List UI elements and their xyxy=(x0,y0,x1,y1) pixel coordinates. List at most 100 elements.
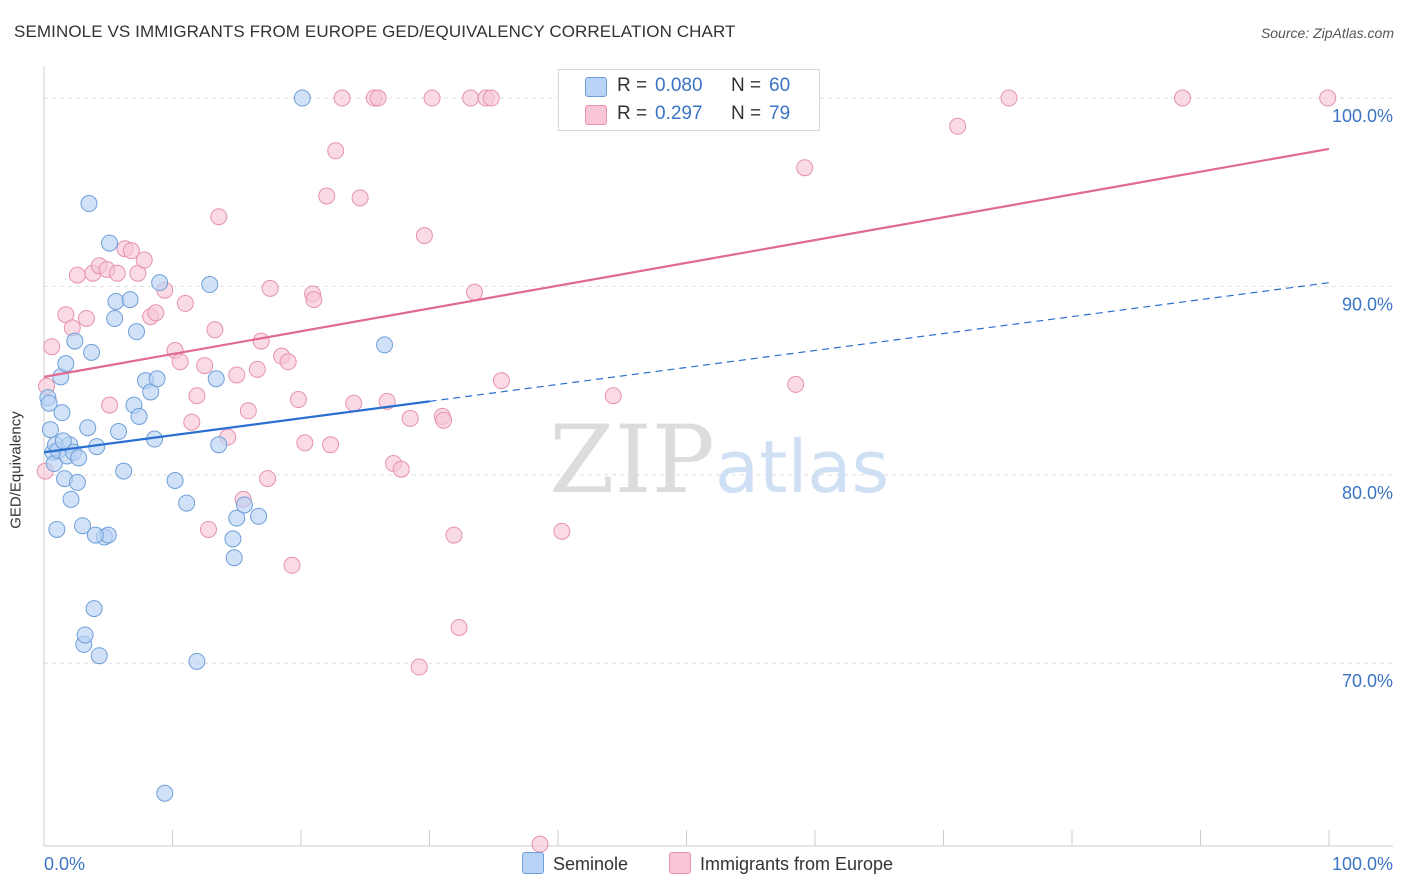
seminole-point xyxy=(48,520,66,538)
europe-point xyxy=(279,353,297,371)
europe-point xyxy=(796,159,814,177)
europe-point xyxy=(1174,89,1192,107)
seminole-point xyxy=(148,370,166,388)
europe-point xyxy=(183,413,201,431)
seminole-point xyxy=(86,526,104,544)
seminole-point xyxy=(110,423,128,441)
europe-swatch xyxy=(585,105,607,125)
trend-lines xyxy=(429,282,1330,402)
europe-point xyxy=(199,520,217,538)
europe-point xyxy=(410,658,428,676)
bottom-europe-swatch xyxy=(669,852,691,874)
europe-point xyxy=(345,394,363,412)
seminole-point xyxy=(166,471,184,489)
watermark-atlas: atlas xyxy=(715,425,889,509)
seminole-point xyxy=(70,449,88,467)
seminole-point xyxy=(128,323,146,341)
seminole-point xyxy=(62,490,80,508)
seminole-point xyxy=(40,394,58,412)
legend-n-label: N = xyxy=(731,103,762,124)
seminole-point xyxy=(188,652,206,670)
seminole-trend-extension xyxy=(429,282,1330,402)
y-axis-label: GED/Equivalency xyxy=(7,411,25,529)
seminole-point xyxy=(57,355,75,373)
seminole-point xyxy=(156,784,174,802)
europe-point xyxy=(239,402,257,420)
europe-point xyxy=(401,409,419,427)
seminole-point xyxy=(41,421,59,439)
europe-point xyxy=(135,251,153,269)
seminole-point xyxy=(210,436,228,454)
x-tick-label-0: 0.0% xyxy=(44,854,85,874)
seminole-point xyxy=(85,600,103,618)
bottom-legend-europe-label: Immigrants from Europe xyxy=(700,854,894,874)
europe-point xyxy=(289,390,307,408)
axes xyxy=(43,66,1393,847)
legend-row-seminole: R = 0.080 N = 60 xyxy=(559,72,819,100)
europe-point xyxy=(450,618,468,636)
seminole-point xyxy=(178,494,196,512)
europe-point xyxy=(423,89,441,107)
bottom-legend-seminole: Seminole xyxy=(522,852,628,876)
europe-point xyxy=(949,117,967,135)
europe-point xyxy=(210,208,228,226)
seminole-point xyxy=(115,462,133,480)
europe-point xyxy=(1319,89,1337,107)
europe-point xyxy=(369,89,387,107)
europe-point xyxy=(248,360,266,378)
seminole-point xyxy=(53,404,71,422)
europe-point xyxy=(392,460,410,478)
europe-point xyxy=(43,338,61,356)
europe-point xyxy=(787,375,805,393)
europe-point xyxy=(68,266,86,284)
europe-point xyxy=(206,321,224,339)
europe-point xyxy=(435,411,453,429)
europe-point xyxy=(531,835,549,853)
europe-point xyxy=(333,89,351,107)
seminole-point xyxy=(107,293,125,311)
legend-row-europe: R = 0.297 N = 79 xyxy=(559,100,819,128)
europe-point xyxy=(445,526,463,544)
seminole-point xyxy=(90,647,108,665)
europe-point xyxy=(252,332,270,350)
europe-point xyxy=(259,470,277,488)
legend-n-value-seminole: 60 xyxy=(769,75,791,96)
seminole-point xyxy=(54,432,72,450)
europe-point xyxy=(122,242,140,260)
legend-n-value-europe: 79 xyxy=(769,103,791,124)
seminole-point xyxy=(250,507,268,525)
europe-point xyxy=(196,357,214,375)
seminole-point xyxy=(228,509,246,527)
europe-point xyxy=(351,189,369,207)
seminole-point xyxy=(79,419,97,437)
bottom-legend-seminole-label: Seminole xyxy=(553,854,629,874)
europe-point xyxy=(101,396,119,414)
europe-point xyxy=(482,89,500,107)
watermark-zip: ZIP xyxy=(549,406,715,515)
bottom-legend-europe: Immigrants from Europe xyxy=(669,852,893,876)
legend-r-label: R = xyxy=(617,103,648,124)
seminole-point xyxy=(76,626,94,644)
europe-point xyxy=(1000,89,1018,107)
seminole-point xyxy=(101,234,119,252)
europe-point xyxy=(415,227,433,245)
data-points xyxy=(36,89,1337,853)
seminole-point xyxy=(235,496,253,514)
europe-point xyxy=(108,264,126,282)
seminole-point xyxy=(225,549,243,567)
europe-point xyxy=(228,366,246,384)
europe-point xyxy=(77,309,95,327)
legend-n-label: N = xyxy=(731,75,762,96)
europe-point xyxy=(305,291,323,309)
watermark: ZIP atlas xyxy=(549,406,889,515)
seminole-point xyxy=(376,336,394,354)
seminole-point xyxy=(106,309,124,327)
gridlines xyxy=(44,97,1393,664)
europe-point xyxy=(261,279,279,297)
y-tick-label-70: 70.0% xyxy=(1342,671,1393,691)
europe-point xyxy=(318,187,336,205)
bottom-seminole-swatch xyxy=(522,852,544,874)
legend-r-label: R = xyxy=(617,75,648,96)
seminole-point xyxy=(293,89,311,107)
